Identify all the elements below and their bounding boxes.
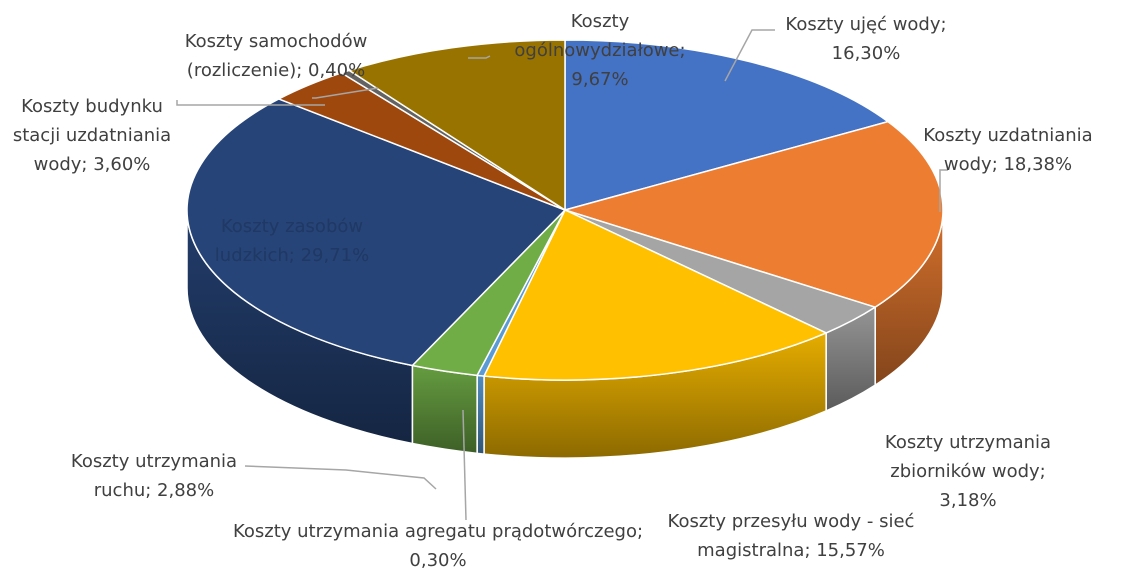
data-label-0-line-1: 16,30% [832,43,901,64]
pie-slice-9 [348,39,566,211]
data-label-1-line-1: wody; 18,38% [944,154,1072,175]
data-label-0-line-0: Koszty ujęć wody; [785,14,946,35]
data-label-8-line-0: Koszty samochodów [185,31,368,52]
pie-slice-6 [186,98,566,367]
pie-side-2 [825,305,876,413]
data-label-2-line-0: Koszty utrzymania [885,432,1051,453]
leader-lines [176,29,948,521]
pie-side-4 [476,374,485,455]
data-label-7-line-1: stacji uzdatniania [13,125,171,146]
leader-line-6 [468,55,491,59]
data-label-5-line-1: ruchu; 2,88% [94,480,215,501]
data-label-1-line-0: Koszty uzdatniania [923,125,1092,146]
pie-side-shade-5 [411,364,478,455]
pie-slice-1 [564,120,944,308]
data-label-4: Koszty utrzymania agregatu prądotwórczeg… [233,521,643,571]
data-label-2-line-1: zbiorników wody; [890,461,1046,482]
data-label-7: Koszty budynku stacji uzdatniania wody; 3,… [13,96,171,175]
pie-slice-0 [564,39,889,211]
pie-side-shade-4 [476,374,485,455]
pie-tops [186,39,944,381]
data-label-4-line-1: 0,30% [409,550,466,571]
data-label-9-line-2: 9,67% [571,69,628,90]
data-label-6-line-0: Koszty zasobów [221,216,363,237]
leader-line-2 [244,465,437,490]
data-label-4-line-0: Koszty utrzymania agregatu prądotwórczeg… [233,521,643,542]
leader-line-4 [176,100,325,106]
pie-sides [186,209,944,459]
data-label-6: Koszty zasobów ludzkich; 29,71% [215,216,369,266]
data-label-2-line-2: 3,18% [939,490,996,511]
data-label-0: Koszty ujęć wody; 16,30% [785,14,946,64]
pie-side-3 [483,331,827,459]
leader-line-0 [724,29,775,82]
data-label-8: Koszty samochodów (rozliczenie); 0,40% [185,31,368,81]
data-label-6-line-1: ludzkich; 29,71% [215,245,369,266]
leader-line-3 [462,409,467,521]
data-label-5-line-0: Koszty utrzymania [71,451,237,472]
data-label-2: Koszty utrzymania zbiorników wody; 3,18% [885,432,1051,511]
data-label-9-line-1: ogólnowydziałowe; [514,40,685,61]
data-label-7-line-0: Koszty budynku [21,96,163,117]
data-labels: Koszty ujęć wody; 16,30% Koszty uzdatniani… [13,11,1093,571]
data-label-8-line-1: (rozliczenie); 0,40% [187,60,365,81]
data-label-3: Koszty przesyłu wody - sieć magistralna; … [668,511,915,561]
data-label-7-line-2: wody; 3,60% [34,154,151,175]
data-label-3-line-0: Koszty przesyłu wody - sieć [668,511,915,532]
data-label-3-line-1: magistralna; 15,57% [697,540,885,561]
leader-line-1 [939,169,948,212]
pie-side-5 [411,364,478,455]
data-label-5: Koszty utrzymania ruchu; 2,88% [71,451,237,501]
data-label-9-line-0: Koszty [571,11,630,32]
data-label-1: Koszty uzdatniania wody; 18,38% [923,125,1092,175]
pie-slice-3 [483,209,827,381]
leader-line-5 [312,87,379,99]
data-label-9: Koszty ogólnowydziałowe; 9,67% [514,11,685,90]
